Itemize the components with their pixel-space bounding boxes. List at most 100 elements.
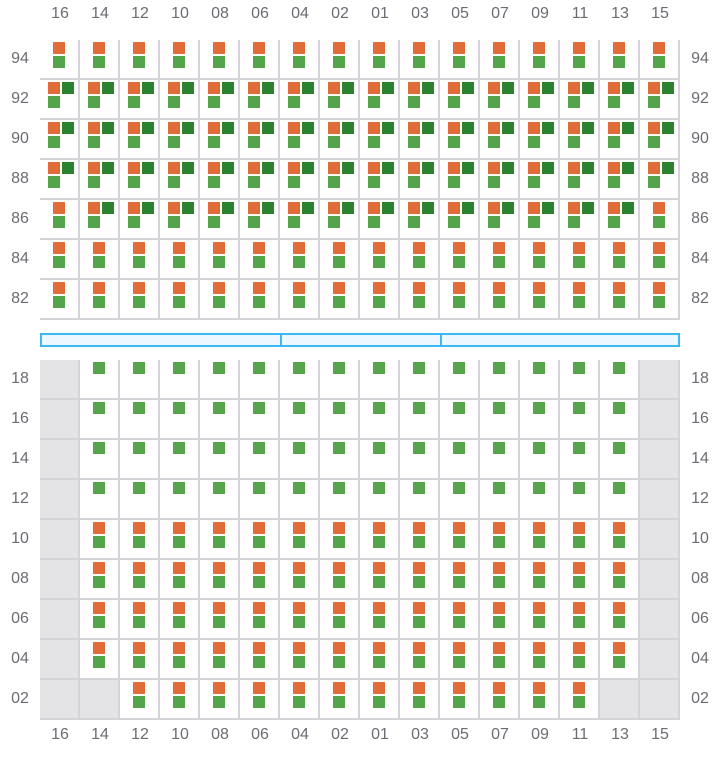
seat-cell[interactable] [120,520,160,560]
seat-cell[interactable] [280,600,320,640]
seat-cell[interactable] [520,400,560,440]
seat-cell[interactable] [560,80,600,120]
seat-cell[interactable] [440,440,480,480]
seat-cell[interactable] [200,160,240,200]
seat-cell[interactable] [120,240,160,280]
seat-cell[interactable] [120,560,160,600]
seat-cell[interactable] [440,80,480,120]
divider-segment[interactable] [280,333,442,347]
seat-cell[interactable] [400,600,440,640]
seat-cell[interactable] [240,280,280,320]
seat-cell[interactable] [200,40,240,80]
seat-cell[interactable] [320,40,360,80]
seat-cell[interactable] [400,200,440,240]
seat-cell[interactable] [320,120,360,160]
seat-cell[interactable] [600,40,640,80]
seat-cell[interactable] [240,120,280,160]
seat-cell[interactable] [120,360,160,400]
seat-cell[interactable] [520,440,560,480]
seat-cell[interactable] [520,360,560,400]
seat-cell[interactable] [280,200,320,240]
seat-cell[interactable] [560,240,600,280]
seat-cell[interactable] [640,80,680,120]
seat-cell[interactable] [280,560,320,600]
seat-cell[interactable] [600,240,640,280]
seat-cell[interactable] [80,200,120,240]
seat-cell[interactable] [520,560,560,600]
seat-cell[interactable] [200,480,240,520]
seat-cell[interactable] [280,160,320,200]
seat-cell[interactable] [440,160,480,200]
seat-cell[interactable] [400,120,440,160]
seat-cell[interactable] [320,200,360,240]
seat-cell[interactable] [240,560,280,600]
seat-cell[interactable] [200,640,240,680]
seat-cell[interactable] [320,360,360,400]
seat-cell[interactable] [560,160,600,200]
seat-cell[interactable] [120,400,160,440]
seat-cell[interactable] [320,600,360,640]
seat-cell[interactable] [40,200,80,240]
seat-cell[interactable] [120,40,160,80]
seat-cell[interactable] [360,120,400,160]
seat-cell[interactable] [200,520,240,560]
seat-cell[interactable] [640,120,680,160]
seat-cell[interactable] [240,160,280,200]
seat-cell[interactable] [520,640,560,680]
seat-cell[interactable] [560,520,600,560]
seat-cell[interactable] [400,360,440,400]
seat-cell[interactable] [200,280,240,320]
seat-cell[interactable] [360,240,400,280]
seat-cell[interactable] [120,160,160,200]
seat-cell[interactable] [240,200,280,240]
seat-cell[interactable] [320,400,360,440]
seat-cell[interactable] [520,80,560,120]
seat-cell[interactable] [360,440,400,480]
seat-cell[interactable] [280,40,320,80]
seat-cell[interactable] [120,200,160,240]
seat-cell[interactable] [80,480,120,520]
seat-cell[interactable] [600,120,640,160]
seat-cell[interactable] [400,480,440,520]
seat-cell[interactable] [560,560,600,600]
seat-cell[interactable] [240,680,280,720]
seat-cell[interactable] [120,440,160,480]
seat-cell[interactable] [120,120,160,160]
seat-cell[interactable] [600,160,640,200]
seat-cell[interactable] [600,560,640,600]
seat-cell[interactable] [440,280,480,320]
seat-cell[interactable] [560,360,600,400]
seat-cell[interactable] [160,40,200,80]
seat-cell[interactable] [400,520,440,560]
seat-cell[interactable] [360,360,400,400]
seat-cell[interactable] [320,280,360,320]
seat-cell[interactable] [440,240,480,280]
seat-cell[interactable] [480,120,520,160]
seat-cell[interactable] [480,600,520,640]
seat-cell[interactable] [200,360,240,400]
seat-cell[interactable] [80,240,120,280]
seat-cell[interactable] [480,560,520,600]
seat-cell[interactable] [520,280,560,320]
seat-cell[interactable] [480,680,520,720]
seat-cell[interactable] [600,200,640,240]
seat-cell[interactable] [200,80,240,120]
seat-cell[interactable] [440,680,480,720]
seat-cell[interactable] [240,40,280,80]
seat-cell[interactable] [440,40,480,80]
seat-cell[interactable] [480,200,520,240]
seat-cell[interactable] [600,640,640,680]
seat-cell[interactable] [240,400,280,440]
seat-cell[interactable] [360,640,400,680]
divider-segment[interactable] [40,333,282,347]
seat-cell[interactable] [560,480,600,520]
seat-cell[interactable] [120,640,160,680]
seat-cell[interactable] [560,680,600,720]
seat-cell[interactable] [520,240,560,280]
seat-cell[interactable] [200,120,240,160]
seat-cell[interactable] [40,120,80,160]
seat-cell[interactable] [280,120,320,160]
seat-cell[interactable] [160,80,200,120]
seat-cell[interactable] [320,160,360,200]
seat-cell[interactable] [640,240,680,280]
